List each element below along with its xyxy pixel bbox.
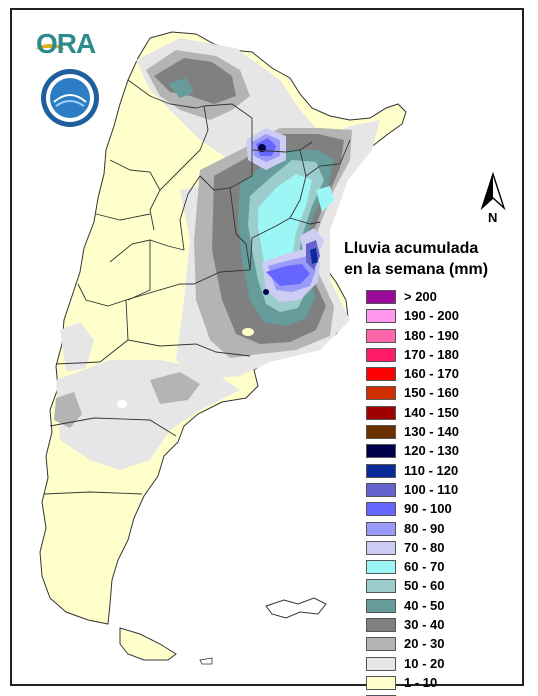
rain-40-50-north: [168, 78, 194, 98]
legend-label: 0 - 1: [404, 694, 430, 696]
rain-110-120-east: [310, 248, 318, 264]
legend-label: > 200: [404, 289, 437, 304]
legend-swatch: [366, 290, 396, 304]
rain-1-10-pocket-b: [117, 400, 127, 408]
legend-label: 160 - 170: [404, 366, 459, 382]
legend-label: 180 - 190: [404, 327, 459, 343]
legend-label: 60 - 70: [404, 559, 445, 575]
legend-label: 20 - 30: [404, 636, 445, 652]
legend-swatch: [366, 328, 396, 343]
legend-swatch: [366, 444, 396, 459]
legend-swatch: [366, 405, 396, 420]
legend-label: 10 - 20: [404, 655, 445, 671]
rain-20-30-west: [54, 392, 82, 428]
ora-logo-text: ORA: [36, 28, 96, 59]
legend-label: 40 - 50: [404, 597, 445, 613]
ora-swoosh-icon: [36, 44, 64, 56]
north-arrow-icon: [478, 171, 508, 217]
rain-60-70-east: [316, 186, 334, 212]
legend-label: 100 - 110: [404, 481, 459, 497]
province-boundaries: [43, 79, 351, 495]
malvinas-islands: [265, 597, 327, 619]
legend-swatch: [366, 309, 396, 324]
map-border: [10, 8, 524, 686]
legend-swatch: [366, 598, 396, 613]
legend-label: 120 - 130: [404, 443, 459, 459]
legend-label: 150 - 160: [404, 385, 459, 401]
tierra-del-fuego: [119, 627, 177, 661]
legend-swatch: [366, 656, 396, 671]
legend-swatch: [366, 618, 396, 633]
legend-swatch: [366, 425, 396, 440]
legend-label: 140 - 150: [404, 404, 459, 420]
rain-10-20-patagonia: [56, 360, 240, 470]
legend-label: 110 - 120: [404, 462, 459, 478]
north-label: N: [488, 210, 498, 225]
legend-title: Lluvia acumulada en la semana (mm): [344, 240, 489, 278]
legend-swatch: [366, 367, 396, 382]
legend-swatch: [366, 560, 396, 575]
rain-10-20-west: [60, 322, 94, 372]
legend-swatch: [366, 579, 396, 594]
legend-label: 70 - 80: [404, 539, 445, 555]
legend-swatch: [366, 502, 396, 517]
legend-swatch: [366, 675, 396, 690]
small-island: [199, 657, 213, 665]
legend-swatch: [366, 347, 396, 362]
rain-30-40-north: [154, 58, 236, 104]
rain-90-100-center: [266, 264, 310, 286]
legend-label: 80 - 90: [404, 520, 445, 536]
rain-120-130-center: [263, 289, 269, 295]
smn-seal-icon: [40, 68, 100, 128]
legend-swatch: [366, 463, 396, 478]
legend-label: 1 - 10: [404, 674, 438, 690]
legend-swatch: [366, 482, 396, 497]
legend-label: 170 - 180: [404, 346, 459, 362]
rain-1-10-pocket-a: [242, 328, 254, 336]
legend-swatch: [366, 540, 396, 555]
legend-label: 30 - 40: [404, 617, 445, 633]
legend-swatch: [366, 637, 396, 652]
legend-label: 90 - 100: [404, 501, 452, 517]
legend-swatch: [366, 386, 396, 401]
rain-120-130-north: [258, 144, 266, 152]
legend-label: 130 - 140: [404, 424, 459, 440]
legend-label: 50 - 60: [404, 578, 445, 594]
ora-logo: ORA: [36, 28, 106, 60]
rain-20-30-south: [150, 372, 200, 404]
legend-swatch: [366, 521, 396, 536]
legend-label: 190 - 200: [404, 308, 459, 324]
